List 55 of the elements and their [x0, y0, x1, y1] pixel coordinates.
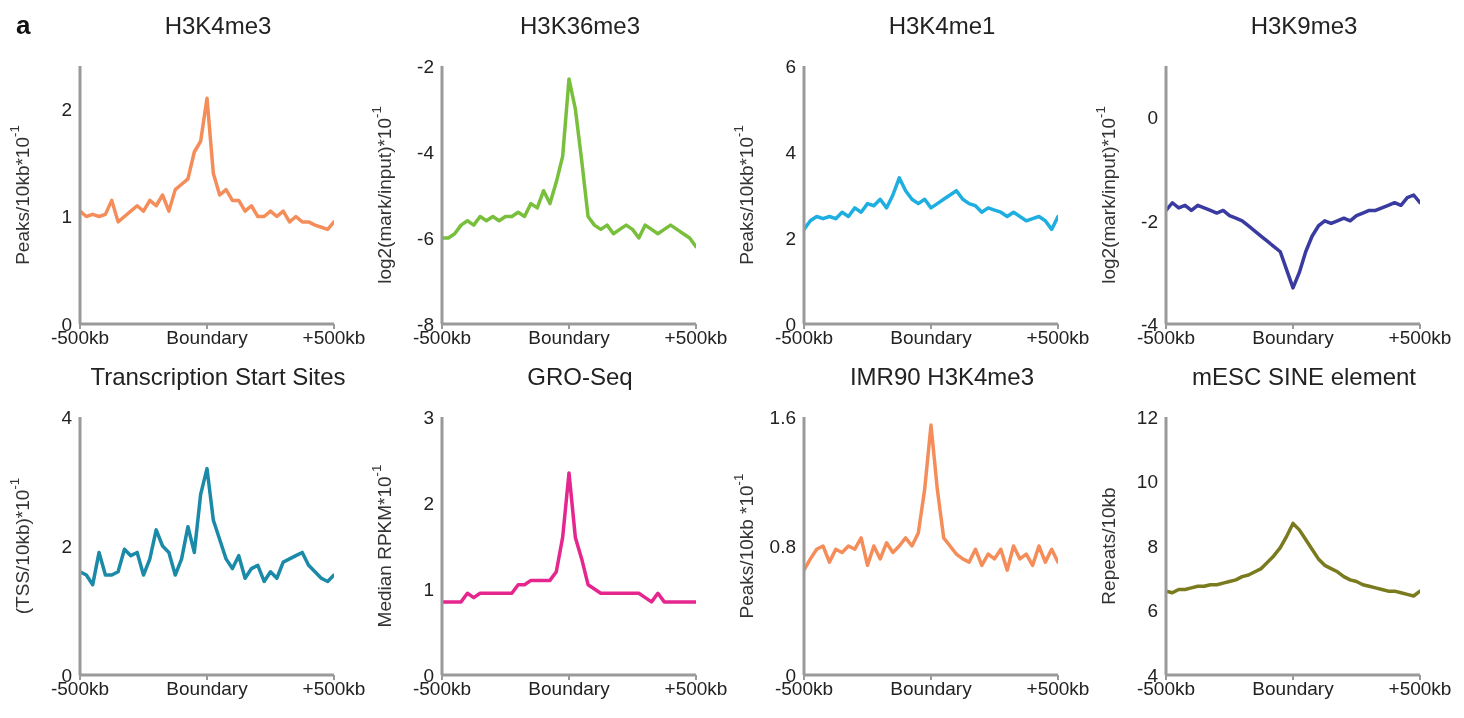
y-tick-label: 2: [785, 227, 796, 249]
x-tick-label: Boundary: [166, 678, 249, 700]
x-tick-label: +500kb: [1388, 678, 1452, 700]
line-series: [804, 423, 1058, 572]
y-tick-label: -4: [417, 141, 435, 163]
x-tick-label: +500kb: [302, 678, 366, 700]
x-tick-label: +500kb: [1026, 327, 1090, 349]
chart-title: Transcription Start Sites: [89, 363, 347, 391]
y-tick-label: -6: [417, 227, 434, 249]
y-axis-title: Repeats/10kb: [1097, 487, 1119, 605]
y-tick-label: 12: [1136, 406, 1158, 428]
line-series: [442, 77, 696, 249]
line-series: [80, 466, 334, 587]
chart-title: H3K9me3: [1249, 12, 1359, 40]
x-tick-label: Boundary: [1252, 678, 1335, 700]
chart-title: H3K4me3: [163, 12, 273, 40]
x-tick-label: Boundary: [890, 678, 973, 700]
y-tick-label: 4: [785, 141, 797, 163]
line-series: [1166, 521, 1420, 598]
line-series: [1166, 193, 1420, 290]
x-tick-label: +500kb: [1026, 678, 1090, 700]
y-tick-label: 8: [1147, 535, 1158, 557]
x-tick-label: Boundary: [1252, 327, 1335, 349]
line-series: [804, 176, 1058, 232]
line-series: [442, 471, 696, 604]
x-tick-label: Boundary: [528, 678, 611, 700]
chart-title: H3K36me3: [518, 12, 642, 40]
chart-title: GRO-Seq: [526, 363, 634, 391]
y-tick-label: 1: [423, 578, 434, 600]
line-series: [80, 96, 334, 232]
x-tick-label: +500kb: [302, 327, 366, 349]
y-tick-label: 6: [785, 55, 796, 77]
y-tick-label: 1: [61, 206, 72, 228]
y-tick-label: -2: [1141, 210, 1158, 232]
chart-title: IMR90 H3K4me3: [848, 363, 1036, 391]
y-tick-label: 6: [1147, 600, 1158, 622]
y-tick-label: 3: [423, 406, 434, 428]
y-tick-label: 0.8: [769, 535, 796, 557]
y-tick-label: -2: [417, 55, 434, 77]
x-tick-label: +500kb: [664, 327, 728, 349]
y-tick-label: 2: [423, 492, 434, 514]
chart-title: H3K4me1: [887, 12, 997, 40]
chart-title: mESC SINE element: [1190, 363, 1418, 391]
x-tick-label: Boundary: [890, 327, 973, 349]
x-tick-label: Boundary: [528, 327, 611, 349]
y-tick-label: 2: [61, 535, 72, 557]
y-tick-label: 10: [1136, 471, 1158, 493]
x-tick-label: +500kb: [1388, 327, 1452, 349]
x-tick-label: +500kb: [664, 678, 728, 700]
y-tick-label: 4: [61, 406, 73, 428]
y-tick-label: 2: [61, 98, 72, 120]
text: a: [16, 10, 31, 41]
y-tick-label: 0: [1147, 107, 1158, 129]
x-tick-label: Boundary: [166, 327, 249, 349]
y-tick-label: 1.6: [769, 406, 796, 428]
